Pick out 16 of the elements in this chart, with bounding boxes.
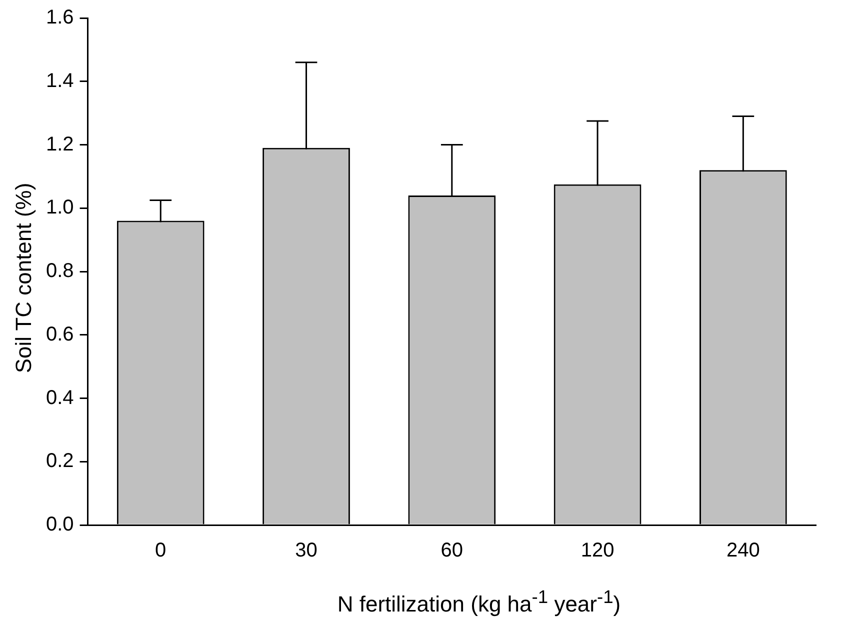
y-tick-label: 0.8 bbox=[46, 260, 74, 282]
y-tick-label: 0.6 bbox=[46, 323, 74, 346]
y-tick-label: 1.6 bbox=[46, 6, 74, 29]
y-tick-label: 1.0 bbox=[46, 196, 74, 219]
y-tick-label: 0.2 bbox=[46, 450, 74, 472]
x-tick-label: 60 bbox=[440, 540, 464, 562]
y-tick-label: 0.4 bbox=[46, 386, 74, 409]
x-tick-label: 0 bbox=[155, 540, 166, 562]
y-tick-label: 1.4 bbox=[46, 70, 74, 92]
x-tick-label: 240 bbox=[726, 540, 760, 562]
x-tick-label: 120 bbox=[580, 540, 614, 562]
y-tick-label: 1.2 bbox=[46, 133, 74, 156]
y-axis-title: Soil TC content (%) bbox=[11, 182, 37, 374]
y-tick-label: 0.0 bbox=[46, 514, 74, 536]
x-tick-label: 30 bbox=[295, 540, 318, 562]
x-axis-title: N fertilization (kg ha$^{-1}$ year$^{-1}$) bbox=[336, 586, 622, 618]
